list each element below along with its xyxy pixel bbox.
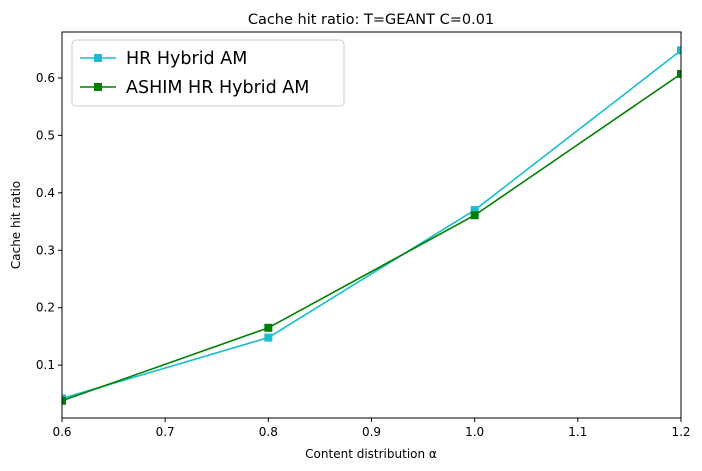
x-tick-label: 0.8 xyxy=(259,425,278,439)
chart-title: Cache hit ratio: T=GEANT C=0.01 xyxy=(248,12,494,28)
legend-box xyxy=(71,39,345,107)
y-axis: 0.1 0.2 0.3 0.4 0.5 0.6 xyxy=(36,71,62,372)
legend: HR Hybrid AM ASHIM HR Hybrid AM xyxy=(71,39,345,107)
y-tick-label: 0.1 xyxy=(36,358,55,372)
y-tick-label: 0.6 xyxy=(36,71,55,85)
y-tick-label: 0.4 xyxy=(36,186,55,200)
series-line-2 xyxy=(62,73,681,402)
series-layer xyxy=(62,46,681,405)
legend-label-2: ASHIM HR Hybrid AM xyxy=(126,78,309,98)
y-tick-label: 0.3 xyxy=(36,243,55,257)
legend-label-1: HR Hybrid AM xyxy=(126,49,247,69)
y-axis-label: Cache hit ratio xyxy=(9,181,23,269)
series-2-point xyxy=(470,211,479,220)
series-1-point xyxy=(264,333,273,342)
x-axis-label: Content distribution α xyxy=(305,447,437,461)
series-1-point xyxy=(470,206,479,215)
series-line-1 xyxy=(62,49,681,400)
series-2-point xyxy=(677,69,681,78)
y-tick-label: 0.5 xyxy=(36,128,55,142)
x-tick-label: 0.9 xyxy=(362,425,381,439)
x-tick-label: 1.2 xyxy=(671,425,690,439)
series-1-point xyxy=(677,46,681,55)
x-tick-label: 1.0 xyxy=(465,425,484,439)
y-tick-label: 0.2 xyxy=(36,301,55,315)
legend-marker-1 xyxy=(94,54,102,62)
x-axis: 0.6 0.7 0.8 0.9 1.0 1.1 1.2 xyxy=(52,418,691,439)
plot-area xyxy=(62,46,681,405)
legend-marker-2 xyxy=(94,83,102,91)
series-2-point xyxy=(264,323,273,332)
x-tick-label: 0.6 xyxy=(52,425,71,439)
series-2-point xyxy=(62,396,66,405)
x-tick-label: 0.7 xyxy=(156,425,175,439)
x-tick-label: 1.1 xyxy=(568,425,587,439)
